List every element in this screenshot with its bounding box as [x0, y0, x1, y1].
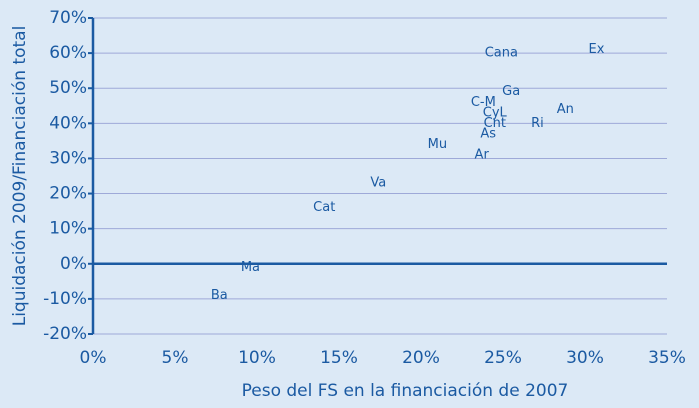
x-axis-title: Peso del FS en la financiación de 2007: [242, 381, 569, 401]
point-label: Cnt: [484, 116, 506, 131]
y-tick-label: -20%: [43, 324, 87, 344]
point-label: CyL: [483, 105, 508, 120]
y-tick-label: 10%: [49, 219, 87, 239]
x-tick-label: 0%: [80, 348, 107, 368]
point-label: C-M: [471, 95, 496, 110]
y-tick-label: -10%: [43, 289, 87, 309]
x-tick-label: 20%: [402, 348, 440, 368]
point-label: Ba: [211, 288, 228, 303]
x-tick-label: 25%: [484, 348, 522, 368]
y-tick-label: 20%: [49, 184, 87, 204]
y-tick-label: 30%: [49, 148, 87, 168]
point-label: Ar: [475, 147, 490, 162]
point-label: Cana: [485, 46, 518, 61]
y-tick-label: 0%: [60, 254, 87, 274]
point-label: Ga: [502, 84, 520, 99]
point-label: An: [557, 102, 574, 117]
point-label: Mu: [428, 137, 447, 152]
point-label: Cat: [313, 200, 335, 215]
point-label: Ri: [531, 116, 544, 131]
point-label: Ma: [241, 260, 260, 275]
x-tick-label: 15%: [320, 348, 358, 368]
point-label: As: [480, 126, 496, 141]
y-tick-label: 40%: [49, 113, 87, 133]
point-label: Va: [370, 176, 386, 191]
y-tick-label: 70%: [49, 8, 87, 28]
x-tick-label: 35%: [648, 348, 686, 368]
y-tick-label: 60%: [49, 43, 87, 63]
y-tick-label: 50%: [49, 78, 87, 98]
x-tick-label: 30%: [566, 348, 604, 368]
y-axis-title: Liquidación 2009/Financiación total: [10, 26, 30, 327]
point-label: Ex: [589, 42, 605, 57]
x-tick-label: 10%: [238, 348, 276, 368]
x-tick-label: 5%: [162, 348, 189, 368]
